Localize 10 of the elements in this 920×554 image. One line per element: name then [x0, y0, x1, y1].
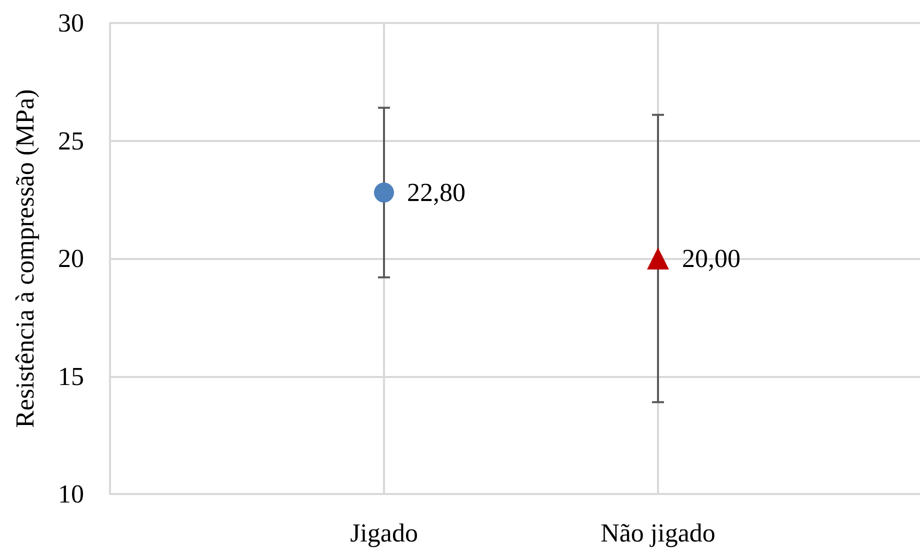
y-axis-title: Resistência à compressão (MPa) [10, 89, 40, 428]
x-tick-label: Não jigado [600, 518, 716, 548]
y-tick-label: 10 [58, 480, 84, 508]
data-label: 22,80 [407, 178, 466, 208]
data-label: 20,00 [682, 244, 740, 273]
x-tick-label: Jigado [350, 518, 418, 548]
y-tick-label: 30 [58, 8, 84, 38]
y-tick-label: 20 [58, 244, 84, 273]
y-tick-label: 25 [58, 126, 84, 156]
y-tick-label: 15 [58, 362, 84, 391]
